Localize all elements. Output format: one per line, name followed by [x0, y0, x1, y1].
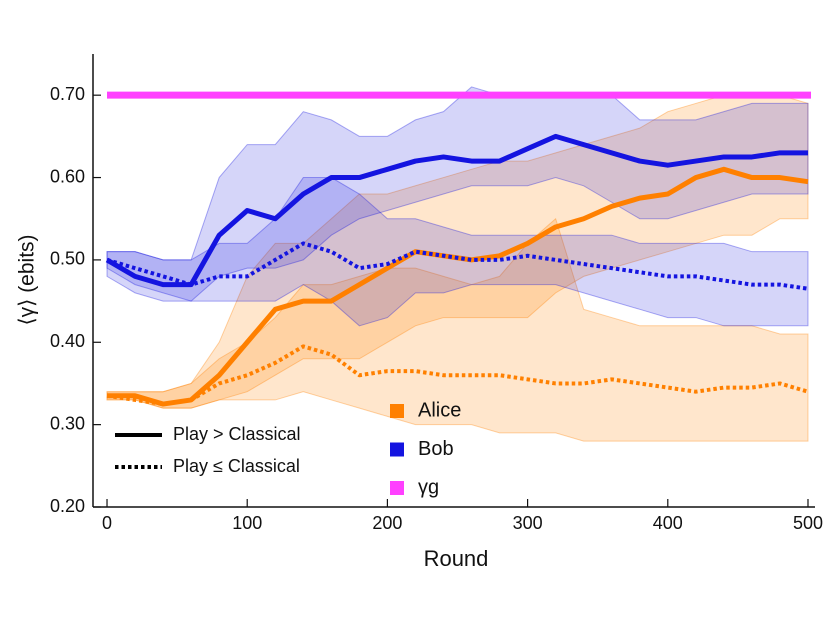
line: [106, 241, 809, 291]
band: [106, 94, 809, 409]
band: [106, 217, 809, 442]
x-tick-label: 500: [793, 513, 823, 533]
band: [106, 86, 809, 302]
legend-label: Play ≤ Classical: [173, 456, 300, 476]
legend-swatch: [390, 481, 404, 495]
y-tick-label: 0.20: [50, 496, 85, 516]
y-tick-label: 0.70: [50, 84, 85, 104]
x-axis-label: Round: [424, 546, 489, 571]
legend-swatch: [390, 442, 404, 457]
y-axis-label: ⟨γ⟩ (ebits): [16, 234, 39, 325]
y-tick-label: 0.30: [50, 413, 85, 433]
line: [105, 133, 808, 288]
legend-swatch: [390, 404, 404, 418]
legend-label: Play > Classical: [173, 424, 301, 444]
line: [106, 344, 809, 407]
legend-label: Alice: [418, 399, 461, 421]
legend-label: γg: [418, 476, 439, 498]
x-tick-label: 100: [232, 513, 262, 533]
legend-label: Bob: [418, 438, 454, 460]
x-tick-label: 200: [372, 513, 402, 533]
y-tick-label: 0.60: [50, 166, 85, 186]
y-tick-label: 0.40: [50, 331, 85, 351]
y-tick-label: 0.50: [50, 249, 85, 269]
x-tick-label: 400: [653, 513, 683, 533]
x-tick-label: 300: [513, 513, 543, 533]
x-tick-label: 0: [102, 513, 112, 533]
